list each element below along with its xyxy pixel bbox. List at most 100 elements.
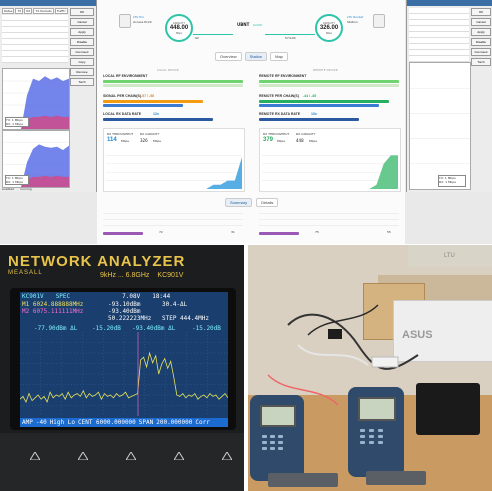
winbox-left-tab[interactable]: TX Packets xyxy=(33,8,54,14)
analyzer-front-panel xyxy=(0,433,244,491)
analyzer-brand-title: NETWORK ANALYZER xyxy=(8,253,186,270)
softkey[interactable]: -40 xyxy=(35,419,47,426)
disable-button[interactable]: Disable xyxy=(471,38,491,46)
status-bar: enabled running xyxy=(2,187,66,192)
apply-button[interactable]: Apply xyxy=(70,28,94,36)
winbox-left-tab[interactable]: Rates xyxy=(2,8,15,14)
triangle-button-icon[interactable] xyxy=(77,447,89,461)
link-line xyxy=(265,34,315,35)
tester-key[interactable] xyxy=(378,429,383,432)
screen-mode: SPEC xyxy=(55,293,71,300)
triangle-button-icon[interactable] xyxy=(29,447,41,461)
winbox-right-titlebar[interactable]: Interface xyxy=(407,0,492,14)
traffic-graph-rx: TX: 1 Mbps RX: 1 Mbps xyxy=(2,130,70,188)
comment-button[interactable]: Comment xyxy=(471,48,491,56)
remote-device-header: REMOTE DEVICE xyxy=(313,68,338,72)
torch-button[interactable]: Torch xyxy=(70,78,94,86)
marker2-step: STEP 444.4MHz xyxy=(162,315,209,322)
winbox-left-tab[interactable]: TX xyxy=(15,8,24,14)
tester-key[interactable] xyxy=(360,441,365,444)
list-item[interactable] xyxy=(409,8,469,14)
tab-map[interactable]: Map xyxy=(270,52,288,61)
list-item[interactable] xyxy=(2,57,68,63)
tester-key[interactable] xyxy=(378,435,383,438)
winbox-left-titlebar[interactable]: Interfaces xyxy=(0,0,96,14)
tester-key[interactable] xyxy=(369,435,374,438)
local-signal-value: -57 / -58 xyxy=(141,94,155,98)
tester-key[interactable] xyxy=(378,441,383,444)
disable-button[interactable]: Disable xyxy=(70,38,94,46)
traffic-graph-tx: TX: 1 Mbps RX: 1 Mbps xyxy=(2,68,70,130)
tester-key[interactable] xyxy=(270,447,275,450)
tester-key[interactable] xyxy=(262,447,267,450)
winbox-left-tab[interactable]: Traffic xyxy=(54,8,68,14)
tab-station[interactable]: Station xyxy=(244,52,268,61)
list-item[interactable] xyxy=(2,39,68,45)
cancel-button[interactable]: Cancel xyxy=(471,18,491,26)
winbox-left-rows xyxy=(2,15,68,63)
cancel-button[interactable]: Cancel xyxy=(70,18,94,26)
torch-button[interactable]: Torch xyxy=(471,58,491,66)
softkey[interactable]: SPAN xyxy=(138,419,154,426)
ok-button[interactable]: OK xyxy=(70,8,94,16)
tester-key[interactable] xyxy=(278,441,283,444)
list-item[interactable] xyxy=(409,14,469,20)
list-item[interactable] xyxy=(409,20,469,26)
list-item[interactable] xyxy=(2,15,68,21)
list-item[interactable] xyxy=(2,33,68,39)
list-item[interactable] xyxy=(2,51,68,57)
throughput-value: 114 xyxy=(107,137,117,143)
tab-summary[interactable]: Summary xyxy=(225,198,253,207)
softkey[interactable]: Corr xyxy=(195,419,210,426)
list-item[interactable] xyxy=(409,32,469,38)
marker-readout: -15.20dB xyxy=(192,325,221,332)
remote-throughput-chart xyxy=(262,155,398,189)
tester-key[interactable] xyxy=(270,435,275,438)
ok-button[interactable]: OK xyxy=(471,8,491,16)
list-item[interactable] xyxy=(409,44,469,50)
softkey[interactable]: AMP xyxy=(22,419,33,426)
list-item[interactable] xyxy=(2,45,68,51)
remove-button[interactable]: Remove xyxy=(70,68,94,76)
softkey[interactable]: High Lo xyxy=(49,419,75,426)
tab-overview[interactable]: Overview xyxy=(215,52,242,61)
local-throughput-panel: RX THROUGHPUT 114 Mbps RX CAPACITY 326 M… xyxy=(103,128,245,192)
comment-button[interactable]: Comment xyxy=(70,48,94,56)
copy-button[interactable]: Copy xyxy=(70,58,94,66)
right-capacity-gauge: CAPACITY 326.00 Mbps xyxy=(315,14,343,42)
winbox-left-tabs: Rates TX RX TX Packets Traffic xyxy=(2,8,68,14)
tester-key[interactable] xyxy=(278,447,283,450)
winbox-right-window: Interface OK Cancel Apply Disable Commen… xyxy=(406,0,492,192)
capacity-unit: Mbps xyxy=(309,139,317,143)
tester-key[interactable] xyxy=(360,429,365,432)
analyzer-model-line: 9kHz ... 6.8GHz KC901V xyxy=(100,272,183,279)
tester-key[interactable] xyxy=(262,441,267,444)
tester-key[interactable] xyxy=(262,435,267,438)
list-item[interactable] xyxy=(409,50,469,56)
remote-rf-label: REMOTE RF ENVIRONMENT xyxy=(259,74,307,78)
list-item[interactable] xyxy=(409,38,469,44)
tester-key[interactable] xyxy=(270,441,275,444)
list-item[interactable] xyxy=(2,27,68,33)
legend-entry-rx: RX: 1 Mbps xyxy=(6,180,23,184)
list-item[interactable] xyxy=(2,21,68,27)
triangle-button-icon[interactable] xyxy=(173,447,185,461)
tester-key[interactable] xyxy=(369,441,374,444)
list-item[interactable] xyxy=(409,26,469,32)
tester-key[interactable] xyxy=(360,435,365,438)
ltu-pro-device-icon xyxy=(119,14,131,28)
softkey[interactable]: CENT 6000.000000 xyxy=(77,419,136,426)
triangle-button-icon[interactable] xyxy=(221,447,233,461)
series-area-tx xyxy=(3,76,69,129)
progress-bar xyxy=(259,232,299,235)
network-analyzer-photo: NETWORK ANALYZER MEASALL 9kHz ... 6.8GHz… xyxy=(0,245,244,491)
apply-button[interactable]: Apply xyxy=(471,28,491,36)
tester-key[interactable] xyxy=(369,429,374,432)
list-item[interactable] xyxy=(409,56,469,62)
tab-details[interactable]: Details xyxy=(256,198,279,207)
ltu-rocket-device-icon xyxy=(373,14,385,28)
tester-key[interactable] xyxy=(278,435,283,438)
triangle-button-icon[interactable] xyxy=(125,447,137,461)
winbox-left-tab[interactable]: RX xyxy=(24,8,33,14)
softkey[interactable]: 200.000000 xyxy=(156,419,193,426)
